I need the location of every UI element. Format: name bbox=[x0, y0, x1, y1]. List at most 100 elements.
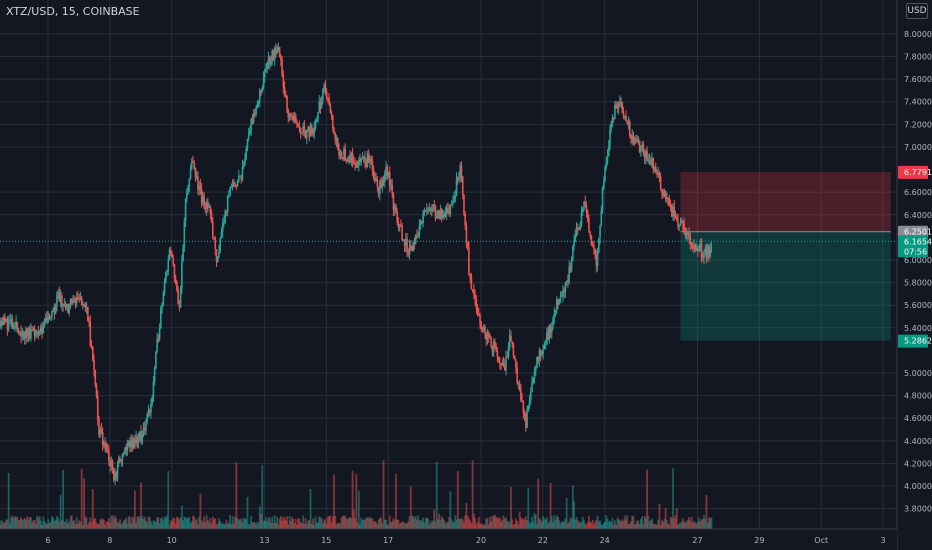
candle-body bbox=[575, 227, 578, 234]
volume-bar bbox=[366, 517, 369, 529]
volume-bar bbox=[492, 515, 495, 529]
volume-bar bbox=[418, 520, 421, 529]
volume-bar bbox=[626, 515, 629, 529]
candle-body bbox=[111, 461, 114, 470]
volume-bar bbox=[490, 521, 493, 529]
candle-body bbox=[127, 441, 130, 446]
candle-body bbox=[48, 316, 51, 318]
candle-body bbox=[9, 320, 11, 323]
volume-bar bbox=[115, 517, 118, 529]
candle-body bbox=[558, 299, 561, 305]
volume-bar bbox=[493, 515, 496, 529]
volume-bar bbox=[255, 524, 258, 529]
volume-bar bbox=[67, 523, 69, 529]
volume-bar bbox=[605, 515, 608, 529]
candle-body bbox=[15, 322, 17, 327]
candle-body bbox=[528, 400, 531, 406]
candle-body bbox=[574, 233, 577, 242]
candle-body bbox=[405, 238, 407, 246]
candle-body bbox=[680, 221, 683, 223]
candle-body bbox=[646, 151, 648, 161]
volume-bar bbox=[39, 520, 42, 529]
entry-price-label-bg bbox=[898, 225, 928, 237]
volume-bar bbox=[271, 516, 274, 529]
volume-bar bbox=[277, 524, 280, 529]
candle-body bbox=[546, 332, 548, 345]
volume-bar bbox=[260, 513, 262, 529]
volume-bar bbox=[250, 515, 253, 529]
volume-bar bbox=[42, 516, 45, 529]
volume-bar bbox=[106, 521, 109, 529]
volume-bar bbox=[2, 522, 5, 529]
candle-body bbox=[23, 332, 26, 339]
volume-bar bbox=[77, 523, 79, 529]
candle-body bbox=[263, 69, 266, 78]
candle-body bbox=[53, 308, 56, 314]
currency-button[interactable]: USD bbox=[906, 3, 928, 19]
candle-body bbox=[33, 329, 36, 336]
volume-bar bbox=[152, 520, 155, 529]
x-tick-label: 13 bbox=[259, 536, 269, 545]
candle-body bbox=[622, 113, 625, 117]
volume-bar bbox=[147, 516, 150, 529]
candle-body bbox=[521, 399, 523, 402]
volume-bar bbox=[470, 523, 473, 529]
candle-body bbox=[567, 280, 569, 282]
candle-body bbox=[553, 313, 556, 318]
volume-bar bbox=[392, 518, 395, 529]
volume-bar bbox=[678, 523, 681, 529]
volume-bar bbox=[696, 521, 699, 529]
volume-bar bbox=[276, 516, 279, 529]
candle-body bbox=[588, 219, 590, 232]
volume-bar bbox=[162, 520, 165, 529]
volume-bar bbox=[109, 522, 112, 529]
volume-bar bbox=[78, 520, 81, 529]
candle-body bbox=[709, 247, 711, 257]
volume-bar bbox=[36, 515, 39, 529]
volume-bar bbox=[288, 516, 291, 529]
volume-bar bbox=[706, 522, 709, 529]
volume-bar bbox=[482, 524, 485, 529]
volume-bar bbox=[349, 516, 352, 529]
volume-bar bbox=[588, 515, 590, 529]
candle-body bbox=[323, 84, 325, 89]
volume-bar bbox=[454, 515, 457, 529]
volume-bar bbox=[433, 509, 436, 529]
volume-bar bbox=[284, 520, 287, 529]
candle-body bbox=[349, 156, 351, 163]
candle-body bbox=[503, 365, 506, 371]
candle-body bbox=[490, 337, 492, 347]
volume-bar bbox=[663, 518, 666, 529]
volume-bar bbox=[179, 516, 182, 529]
candle-body bbox=[461, 176, 464, 195]
candle-body bbox=[481, 329, 484, 331]
candle-body bbox=[152, 381, 155, 398]
volume-bar bbox=[547, 523, 549, 529]
volume-bar bbox=[7, 472, 10, 529]
candle-body bbox=[271, 50, 273, 61]
x-tick-label: 27 bbox=[692, 536, 702, 545]
volume-bar bbox=[484, 524, 486, 529]
candle-body bbox=[341, 158, 344, 160]
candle-body bbox=[255, 108, 257, 115]
candle-body bbox=[212, 222, 214, 238]
candle-body bbox=[228, 195, 230, 197]
candle-body bbox=[153, 368, 156, 382]
volume-bar bbox=[193, 516, 196, 529]
time-axis: 6 8 10 13 15 17 20 22 24 27 29 Oct 3 bbox=[0, 528, 897, 550]
candle-body bbox=[353, 162, 355, 164]
candle-body bbox=[158, 328, 161, 340]
candle-body bbox=[61, 295, 63, 307]
symbol-title[interactable]: XTZ/USD, 15, COINBASE bbox=[6, 5, 140, 18]
volume-bar bbox=[445, 521, 448, 529]
candle-body bbox=[345, 160, 348, 162]
current-price-label-text: 6.1654 bbox=[904, 237, 932, 246]
volume-bar bbox=[211, 516, 214, 529]
candle-body bbox=[500, 363, 502, 366]
candle-body bbox=[581, 209, 584, 213]
candle-body bbox=[235, 185, 238, 187]
candle-body bbox=[390, 185, 392, 187]
candle-body bbox=[492, 341, 495, 353]
candle-body bbox=[296, 122, 298, 125]
